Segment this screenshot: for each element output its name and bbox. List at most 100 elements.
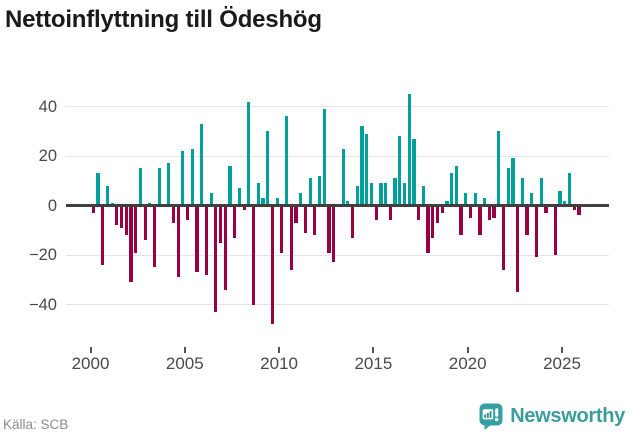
bar-2010-Q4 <box>294 205 298 223</box>
y-axis-label: 40 <box>38 97 57 116</box>
bar-2008-Q4 <box>256 183 260 206</box>
bar-2015-Q4 <box>388 205 392 221</box>
bar-2005-Q4 <box>200 123 204 206</box>
x-axis-tick-label: 2025 <box>543 354 581 373</box>
zero-baseline <box>66 204 609 207</box>
bar-2004-Q3 <box>176 205 180 278</box>
gridline-20 <box>66 155 609 157</box>
x-axis-tick-label: 2005 <box>165 354 204 373</box>
bar-2015-Q2 <box>379 183 383 206</box>
bar-2000-Q3 <box>101 205 105 265</box>
bar-2003-Q2 <box>152 205 157 268</box>
gridline--20 <box>66 254 609 256</box>
newsworthy-logo-icon <box>479 403 503 430</box>
x-axis-tick-label: 2000 <box>71 354 110 373</box>
bar-2019-Q4 <box>464 193 468 206</box>
bar-2012-Q1 <box>318 175 322 206</box>
bar-2025-Q1 <box>563 200 567 206</box>
bar-2004-Q4 <box>181 151 185 206</box>
bar-2020-Q1 <box>468 205 473 218</box>
bar-2011-Q4 <box>313 205 317 236</box>
bar-2002-Q2 <box>134 205 138 253</box>
bar-2012-Q4 <box>332 205 336 263</box>
x-axis-tick-label: 2020 <box>448 354 487 373</box>
bar-2017-Q4 <box>426 205 430 253</box>
x-axis-tick-2000 <box>89 347 92 353</box>
bar-2003-Q3 <box>157 168 161 206</box>
newsworthy-logo: Newsworthy <box>479 402 625 430</box>
bar-2000-Q4 <box>105 185 110 206</box>
bar-2020-Q2 <box>473 193 477 206</box>
bar-2012-Q2 <box>322 108 326 206</box>
bar-2021-Q2 <box>492 205 496 218</box>
chart-title: Nettoinflyttning till Ödeshög <box>5 6 322 33</box>
bar-2000-Q2 <box>96 173 100 206</box>
bar-2005-Q3 <box>195 205 199 273</box>
bar-2021-Q3 <box>497 131 501 206</box>
bar-2010-Q1 <box>280 205 284 253</box>
bar-2018-Q3 <box>440 205 444 213</box>
source-label: Källa: SCB <box>3 417 69 432</box>
bar-2023-Q1 <box>525 205 529 236</box>
gridline-40 <box>66 106 609 107</box>
bar-2021-Q4 <box>501 205 506 270</box>
y-axis-label: −20 <box>29 246 57 264</box>
bar-2025-Q2 <box>567 173 572 206</box>
bar-2014-Q1 <box>355 185 359 206</box>
bar-2023-Q4 <box>539 178 543 206</box>
bar-2010-Q2 <box>285 116 289 206</box>
bar-2007-Q4 <box>237 188 242 206</box>
bar-2001-Q4 <box>124 205 128 236</box>
bar-2010-Q3 <box>289 205 293 270</box>
bar-2006-Q4 <box>219 205 223 243</box>
newsworthy-wordmark: Newsworthy <box>510 404 625 427</box>
bar-2002-Q1 <box>129 205 133 283</box>
y-axis-label: −40 <box>29 295 57 314</box>
x-axis-tick-2015 <box>372 347 375 353</box>
x-axis-tick-label: 2010 <box>260 354 298 373</box>
bar-2012-Q3 <box>327 205 331 253</box>
bar-2025-Q4 <box>577 205 581 216</box>
bar-2005-Q2 <box>190 148 194 206</box>
gridline--40 <box>66 304 609 305</box>
bar-2021-Q1 <box>487 205 491 221</box>
bar-2000-Q1 <box>91 205 95 213</box>
bar-2016-Q2 <box>398 136 402 206</box>
bar-2004-Q2 <box>171 205 176 223</box>
y-axis-label: 20 <box>38 147 57 165</box>
x-axis-tick-2020 <box>466 347 469 353</box>
bar-2020-Q3 <box>478 205 482 236</box>
bar-2014-Q3 <box>365 133 369 206</box>
bar-2016-Q3 <box>402 183 407 206</box>
bar-2024-Q3 <box>553 205 557 255</box>
bar-2016-Q4 <box>407 94 411 206</box>
bar-2008-Q1 <box>242 205 246 211</box>
bar-2017-Q2 <box>417 205 421 221</box>
bar-2009-Q1 <box>261 198 265 206</box>
bar-2019-Q3 <box>459 205 463 236</box>
bar-2024-Q4 <box>558 190 562 206</box>
bar-2005-Q1 <box>186 205 190 221</box>
bar-2002-Q3 <box>138 168 143 206</box>
bar-2016-Q1 <box>393 178 397 206</box>
bar-2019-Q1 <box>450 173 454 206</box>
bar-2014-Q2 <box>360 126 364 206</box>
bar-2018-Q1 <box>431 205 435 238</box>
bar-2019-Q2 <box>454 165 458 206</box>
y-axis-label: 0 <box>47 196 57 215</box>
bar-2001-Q2 <box>115 205 119 226</box>
bar-2011-Q3 <box>308 178 312 206</box>
bar-2022-Q4 <box>520 178 524 206</box>
bar-2007-Q3 <box>233 205 237 238</box>
bar-2018-Q2 <box>435 205 440 223</box>
x-axis-tick-2010 <box>278 347 281 353</box>
bar-2006-Q2 <box>209 193 213 206</box>
bar-2025-Q3 <box>572 205 576 211</box>
x-axis-tick-2025 <box>561 347 563 353</box>
bar-2017-Q1 <box>412 138 416 206</box>
bar-2022-Q2 <box>511 158 515 206</box>
bar-2013-Q2 <box>341 148 345 206</box>
bar-2009-Q4 <box>275 198 279 206</box>
